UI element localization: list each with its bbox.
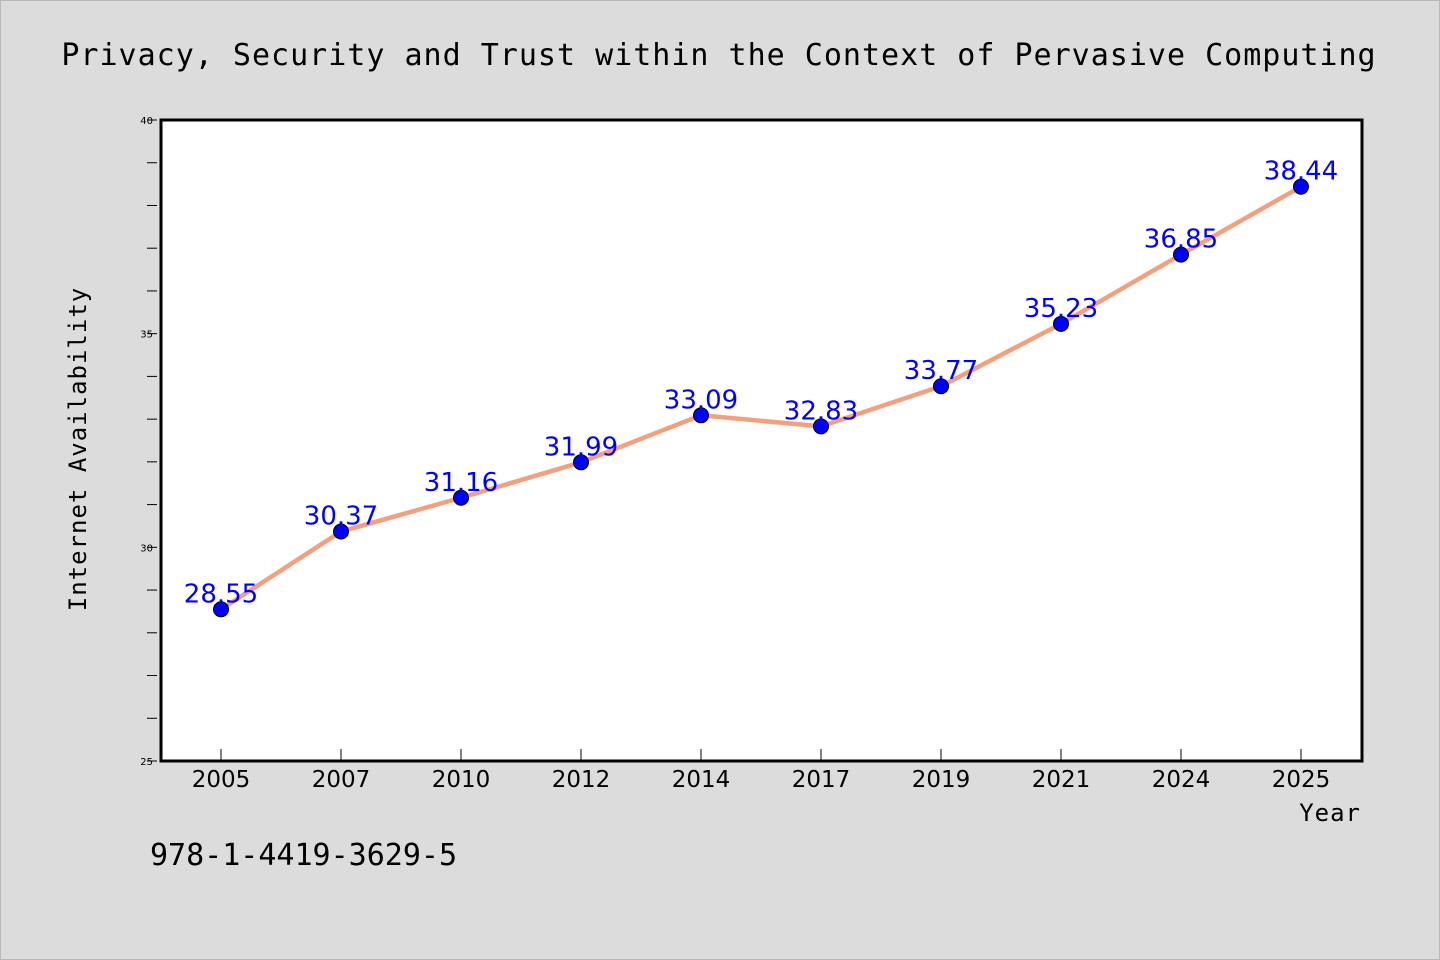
x-tick-label: 2012	[552, 767, 611, 793]
x-tick-label: 2017	[792, 767, 851, 793]
y-tick-label: 35	[140, 330, 153, 341]
data-value-label: 35.23	[1024, 294, 1098, 324]
data-value-label: 38.44	[1264, 157, 1338, 187]
chart-title: Privacy, Security and Trust within the C…	[61, 38, 1376, 73]
data-value-label: 32.83	[784, 396, 858, 426]
data-point-marker	[933, 378, 949, 395]
x-tick-label: 2024	[1152, 767, 1211, 793]
data-value-label: 31.16	[424, 468, 498, 498]
y-axis-title: Internet Availability	[64, 287, 92, 611]
series-markers-group	[213, 178, 1309, 618]
data-labels-group: 28.55 30.37 31.16 31.99 33.09 32.83 33.77 35.23…	[184, 157, 1338, 610]
data-point-marker	[453, 489, 469, 506]
x-tick-label: 2014	[672, 767, 731, 793]
x-tick-label: 2021	[1032, 767, 1091, 793]
data-point-marker	[333, 523, 349, 540]
data-value-label: 28.55	[184, 579, 258, 609]
x-tick-label: 2019	[912, 767, 971, 793]
x-tick-label: 2010	[432, 767, 491, 793]
data-value-label: 33.77	[904, 356, 978, 386]
data-value-label: 36.85	[1144, 225, 1218, 255]
y-tick-label: 30	[140, 543, 153, 554]
x-tick-label: 2007	[312, 767, 371, 793]
data-value-label: 30.37	[304, 502, 378, 532]
data-point-marker	[573, 454, 589, 471]
plot-area	[159, 118, 1364, 763]
x-tick-label: 2025	[1272, 767, 1331, 793]
y-tick-label: 40	[140, 116, 153, 127]
data-point-marker	[813, 418, 829, 435]
data-value-label: 31.99	[544, 432, 618, 462]
isbn-text: 978-1-4419-3629-5	[150, 838, 457, 873]
data-point-marker	[1053, 315, 1069, 332]
series-line-group	[218, 184, 1304, 612]
y-tick-label: 25	[140, 757, 153, 768]
series-line	[218, 184, 1304, 612]
data-value-label: 33.09	[664, 385, 738, 415]
data-point-marker	[1173, 246, 1189, 263]
data-point-marker	[693, 407, 709, 424]
data-point-marker	[213, 601, 229, 618]
x-tick-label: 2005	[192, 767, 251, 793]
x-axis-ticks: 2005 2007 2010 2012 2014 2017 2019 2021 2024 2025	[192, 749, 1331, 793]
x-axis-title: Year	[1299, 799, 1361, 827]
data-point-marker	[1293, 178, 1309, 195]
y-axis-ticks: 25 30 35 40	[140, 116, 157, 768]
